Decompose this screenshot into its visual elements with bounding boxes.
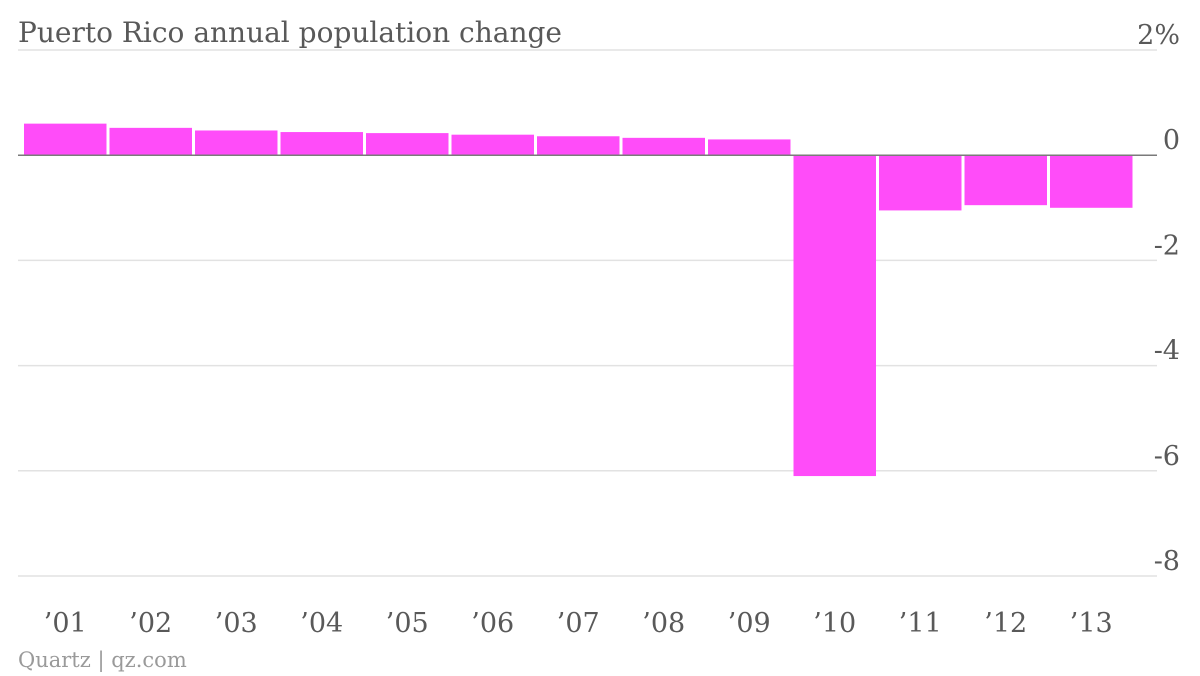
x-tick-label: ’13 [1070, 608, 1113, 639]
bars [24, 123, 1133, 477]
bar [879, 155, 962, 211]
x-tick-label: ’03 [215, 608, 258, 639]
y-tick-label: -2 [1154, 230, 1180, 261]
bar [195, 130, 278, 156]
source-credit: Quartz | qz.com [18, 648, 187, 673]
y-tick-label: -4 [1154, 336, 1180, 367]
x-tick-label: ’06 [471, 608, 514, 639]
x-tick-label: ’07 [557, 608, 600, 639]
bar [280, 132, 363, 156]
x-tick-label: ’08 [642, 608, 685, 639]
bar [366, 133, 449, 156]
x-tick-label: ’01 [44, 608, 87, 639]
gridlines [18, 49, 1157, 577]
x-tick-label: ’11 [899, 608, 942, 639]
y-axis-tick-labels: 2% 0 -2 -4 -6 -8 [1137, 20, 1180, 577]
x-tick-label: ’12 [984, 608, 1027, 639]
x-tick-label: ’05 [386, 608, 429, 639]
bar [708, 139, 791, 156]
y-tick-label: 0 [1163, 125, 1180, 156]
bar [451, 134, 534, 156]
y-tick-label: -8 [1154, 546, 1180, 577]
y-tick-label: 2% [1137, 20, 1180, 51]
x-axis-tick-labels: ’01 ’02 ’03 ’04 ’05 ’06 ’07 ’08 ’09 ’10 ’11 ’12 ’13 [44, 608, 1113, 639]
bar [622, 137, 705, 156]
bar [793, 155, 876, 477]
chart-title: Puerto Rico annual population change [18, 16, 562, 49]
x-tick-label: ’09 [728, 608, 771, 639]
bar [964, 155, 1047, 206]
bar [1050, 155, 1133, 208]
y-tick-label: -6 [1154, 441, 1180, 472]
x-tick-label: ’10 [813, 608, 856, 639]
bar [537, 136, 620, 156]
x-tick-label: ’02 [129, 608, 172, 639]
bar [109, 127, 192, 156]
bar [24, 123, 107, 156]
x-tick-label: ’04 [300, 608, 343, 639]
